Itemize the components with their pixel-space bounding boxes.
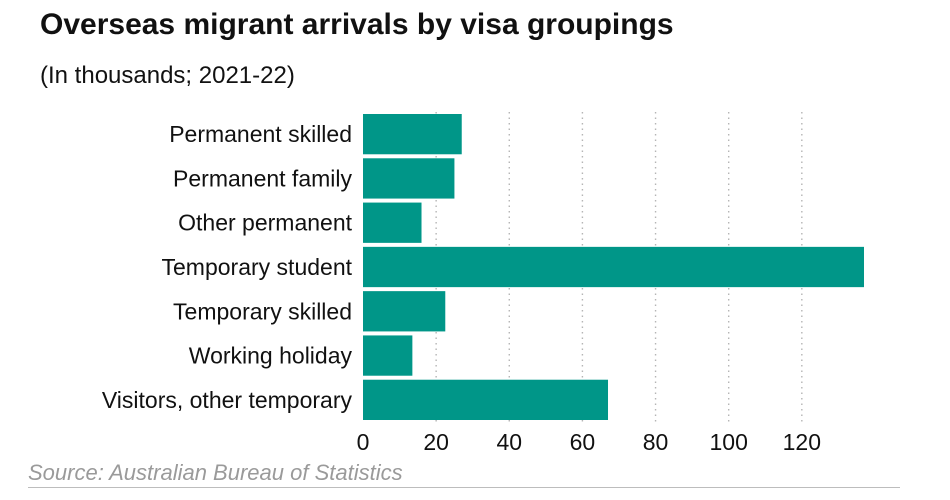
category-label: Temporary student — [162, 254, 353, 280]
x-tick-label: 0 — [357, 429, 370, 455]
bottom-divider — [28, 487, 900, 488]
bar — [363, 379, 609, 420]
x-tick-label: 120 — [783, 429, 821, 455]
bar-chart: Permanent skilled Permanent family Other p… — [102, 112, 864, 455]
bar — [363, 291, 446, 332]
category-label: Permanent skilled — [169, 121, 352, 147]
category-label: Working holiday — [189, 343, 353, 369]
x-tick-label: 60 — [570, 429, 596, 455]
category-label: Temporary skilled — [173, 298, 352, 324]
x-tick-labels: 0 20 40 60 80 100 120 — [357, 429, 821, 455]
chart-title: Overseas migrant arrivals by visa groupi… — [40, 8, 674, 41]
x-tick-label: 40 — [496, 429, 522, 455]
bar — [363, 114, 462, 155]
x-tick-label: 80 — [643, 429, 669, 455]
source-note: Source: Australian Bureau of Statistics — [28, 460, 403, 485]
category-labels: Permanent skilled Permanent family Other p… — [102, 121, 353, 413]
bar — [363, 158, 455, 199]
x-tick-label: 20 — [423, 429, 449, 455]
x-tick-label: 100 — [710, 429, 748, 455]
category-label: Permanent family — [173, 165, 352, 191]
bar — [363, 335, 413, 376]
bar — [363, 246, 864, 288]
bars — [363, 114, 864, 420]
category-label: Other permanent — [178, 210, 352, 236]
chart-subtitle: (In thousands; 2021-22) — [40, 62, 295, 89]
category-label: Visitors, other temporary — [102, 387, 353, 413]
bar — [363, 202, 422, 243]
